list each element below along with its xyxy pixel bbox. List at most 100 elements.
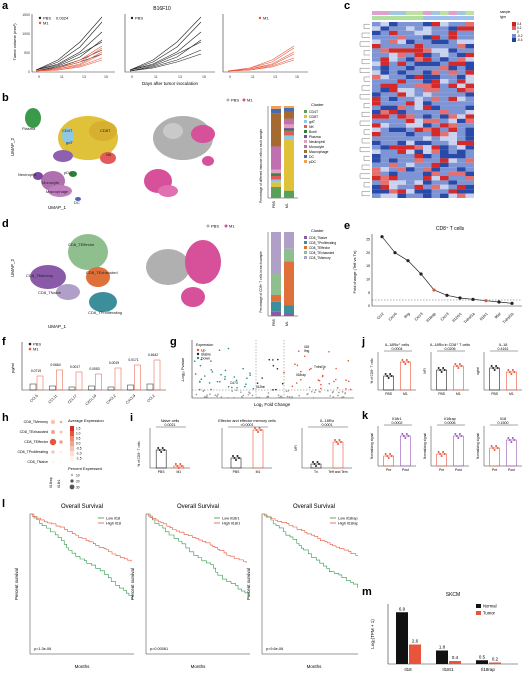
- panel-g-point: [249, 392, 251, 394]
- heatmap-cell: [440, 140, 449, 146]
- heatmap-dendrogram-branch: [361, 112, 370, 117]
- panel-a-legend-m1-2: M1: [263, 16, 269, 21]
- subplot-point: [454, 363, 457, 365]
- subplot-point: [387, 457, 390, 459]
- stacked-bar-segment: [284, 135, 294, 141]
- heatmap-cell: [440, 26, 449, 31]
- heatmap-cell: [440, 79, 449, 84]
- heatmap-cell: [397, 83, 406, 88]
- subplot-point: [233, 457, 236, 459]
- heatmap-cell: [431, 44, 440, 49]
- panel-f-bar-pbs: [127, 384, 134, 391]
- heatmap-cell: [431, 114, 440, 119]
- panel-g-point: [210, 360, 212, 362]
- heatmap-cell: [406, 22, 415, 27]
- heatmap-cell: [372, 154, 381, 159]
- subplot-point: [179, 463, 182, 465]
- panel-l-axis: [29, 514, 134, 655]
- panel-h-pct-dot: [69, 484, 75, 490]
- panel-g-point: [194, 373, 197, 375]
- panel-f-bar-m1: [114, 367, 122, 391]
- heatmap-cell: [380, 39, 389, 44]
- heatmap-cell: [440, 176, 449, 181]
- heatmap-cell: [423, 118, 432, 124]
- subplot-point: [238, 457, 240, 459]
- panel-m-legend-tumor: Tumor: [483, 611, 496, 616]
- stacked-bar-segment: [284, 118, 294, 125]
- heatmap-cell: [372, 127, 381, 132]
- heatmap-cell: [389, 189, 398, 194]
- heatmap-cell: [457, 140, 466, 146]
- panel-e-point: [497, 300, 501, 304]
- subplot-point: [232, 455, 234, 457]
- subplot-bar: [400, 361, 411, 391]
- heatmap-cell: [423, 83, 432, 88]
- subplot-point: [407, 435, 410, 437]
- panel-l-pvalue: p=0.00061: [150, 647, 168, 651]
- panel-e-point: [445, 293, 449, 297]
- heatmap-cell: [406, 123, 415, 128]
- panel-f-bar-m1: [56, 369, 63, 391]
- heatmap-cell: [397, 26, 406, 31]
- panel-h-dot: [51, 430, 55, 434]
- panel-a-pbs-line: [35, 31, 103, 71]
- heatmap-annotation-sample: [372, 11, 381, 15]
- panel-g-ylabel: -Log₁₀ Pvalue: [180, 357, 185, 382]
- heatmap-cell: [380, 154, 389, 159]
- heatmap-cell: [465, 83, 474, 88]
- panel-m-bar-normal: [396, 612, 408, 664]
- subplot-point: [390, 455, 393, 457]
- heatmap-cell: [440, 88, 449, 93]
- heatmap-cell: [465, 79, 474, 84]
- heatmap-cell: [406, 83, 415, 88]
- panel-g-point: [288, 396, 291, 398]
- panel-g-point: [245, 383, 247, 386]
- panel-f-bar-m1: [36, 375, 44, 391]
- heatmap-cell: [423, 193, 432, 198]
- legend-label: Monocyte: [309, 145, 324, 149]
- heatmap-cell: [431, 123, 440, 128]
- heatmap-cell: [431, 61, 440, 66]
- heatmap-cell: [448, 70, 457, 75]
- panel-a-pbs-line-2: [129, 16, 202, 71]
- heatmap-cell: [440, 70, 449, 75]
- panel-h-row-label: CD8_TNaive: [27, 460, 48, 464]
- subplot-point: [490, 365, 493, 367]
- panel-f-category: CCL5: [29, 394, 38, 403]
- heatmap-cell: [380, 48, 389, 53]
- heatmap-annotation-type: [414, 16, 423, 20]
- subplot-ylabel: Normalizing signal: [423, 433, 427, 459]
- heatmap-cell: [406, 176, 415, 181]
- panel-m-bar-normal: [436, 650, 448, 664]
- panel-i-ylabel: % of CD8⁺ T cells: [137, 441, 141, 467]
- heatmap-dendrogram-branch: [363, 24, 370, 29]
- heatmap-cell: [372, 123, 381, 128]
- heatmap-cell: [406, 149, 415, 154]
- legend-label: pDC: [309, 160, 316, 164]
- panel-b-label-macrophage: Macrophage: [46, 189, 69, 194]
- stacked-bar-segment: [284, 140, 294, 191]
- panel-a-m1-line: [35, 59, 103, 72]
- heatmap-cell: [414, 48, 423, 53]
- heatmap-cell: [423, 154, 432, 159]
- heatmap-cell: [372, 167, 381, 172]
- heatmap-cell: [414, 136, 423, 141]
- panel-f-ylabel: pg/ml: [10, 363, 15, 373]
- heatmap-cell: [423, 184, 432, 190]
- heatmap-cell: [397, 92, 406, 97]
- heatmap-cell: [406, 180, 415, 185]
- heatmap-cell: [389, 154, 398, 159]
- heatmap-cell: [389, 88, 398, 93]
- panel-h-x-il18r1: Il18r1: [57, 479, 61, 488]
- panel-g-point: [277, 394, 280, 396]
- subplot-point: [513, 371, 516, 373]
- heatmap-cell: [389, 162, 398, 168]
- heatmap-cell: [431, 105, 440, 110]
- panel-b-bar-x-pbs: PBS: [272, 200, 276, 208]
- panel-g-xlabel: Log₂ Fold Change: [254, 402, 291, 407]
- heatmap-cell: [440, 180, 449, 185]
- heatmap-cell: [448, 44, 457, 49]
- heatmap-cell: [406, 110, 415, 115]
- panel-e-xlabel: Cxcr6: [388, 312, 398, 322]
- heatmap-cell: [440, 189, 449, 194]
